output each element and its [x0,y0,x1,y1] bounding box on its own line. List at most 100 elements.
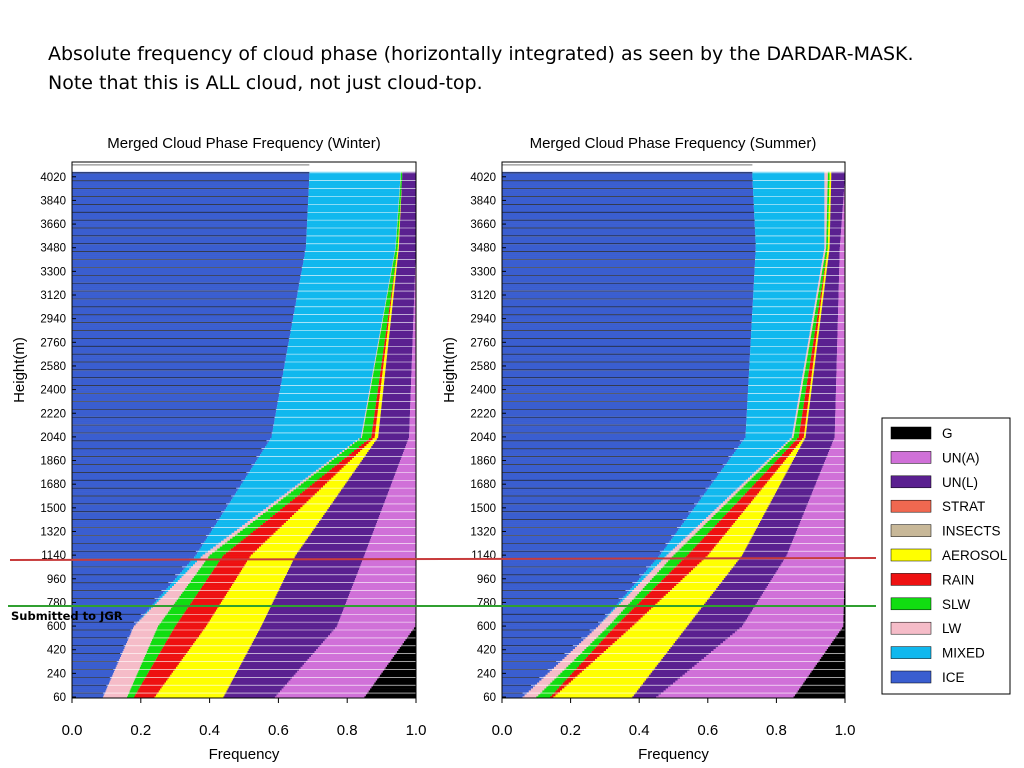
band-lw [174,583,189,586]
band-rain [158,654,185,657]
band-mixed [290,331,380,334]
band-slw [801,388,806,391]
band-aerosol [751,500,771,504]
band-aerosol [376,422,380,425]
band-una [411,366,416,370]
band-unl [816,351,838,354]
band-ice [72,221,308,224]
band-slw [826,236,829,240]
band-aerosol [250,554,296,557]
band-slw [396,240,399,244]
band-unl [818,335,838,338]
band-lw [598,625,609,628]
band-rain [810,359,814,362]
band-unl [694,615,749,618]
band-unl [699,609,753,612]
band-ice [502,564,652,567]
band-ice [72,388,281,391]
band-mixed [682,522,701,525]
band-una [336,625,416,628]
band-lw [743,481,748,484]
band-aerosol [226,593,277,596]
band-ice [502,378,749,382]
band-una [346,601,416,604]
band-aerosol [814,349,817,352]
band-ice [502,232,756,236]
band-una [412,335,416,338]
band-slw [323,465,335,468]
band-ice [502,351,751,354]
band-unl [399,240,416,244]
band-unl [399,238,416,242]
band-unl [687,625,743,628]
band-rain [390,299,392,303]
band-lw [156,601,176,604]
band-una [414,299,416,303]
band-aerosol [807,404,810,407]
band-unl [395,280,415,283]
band-mixed [684,520,703,523]
band-ice [72,433,272,437]
band-mixed [666,544,678,547]
band-una [381,508,416,512]
band-ice [502,240,756,244]
band-lw [768,457,772,460]
band-ice [72,670,115,673]
band-lw [131,631,156,634]
band-lw [581,640,593,644]
band-ice [72,260,304,263]
band-slw [735,493,745,496]
band-mixed [616,603,619,606]
band-slw [140,664,153,667]
band-ice [502,357,750,360]
y-tick-label: 2580 [470,361,496,373]
band-lw [824,217,827,220]
band-rain [586,656,598,659]
band-aerosol [388,325,391,328]
band-slw [398,205,401,208]
band-lw [164,593,181,596]
band-ice [502,349,751,352]
y-tick-label: 3120 [470,290,496,302]
band-ice [72,528,213,531]
band-mixed [752,185,825,188]
band-slw [138,670,149,673]
band-mixed [304,254,394,257]
band-mixed [147,609,150,612]
y-tick-label: 600 [477,621,496,633]
band-unl [231,680,289,683]
band-lw [375,355,377,358]
chart-panel-winter: Merged Cloud Phase Frequency (Winter)602… [11,135,426,763]
band-mixed [753,201,825,204]
band-rain [696,544,716,547]
band-ice [502,648,573,652]
band-una [837,315,845,318]
band-mixed [671,538,684,541]
band-aerosol [298,508,328,512]
band-ice [502,406,748,409]
band-unl [383,382,412,385]
band-lw [378,341,379,344]
band-aerosol [828,238,830,242]
band-una [372,532,416,535]
band-ice [502,638,584,642]
band-slw [219,546,234,549]
band-aerosol [160,688,228,691]
band-lw [824,189,828,192]
band-ice [72,280,300,283]
band-una [793,536,845,539]
band-slw [826,217,829,220]
band-lw [579,642,591,646]
band-lw [824,205,828,208]
band-lw [672,548,680,551]
band-aerosol [829,189,831,192]
band-una [756,601,844,604]
band-una [656,696,794,699]
band-slw [395,244,398,248]
band-ice [72,347,288,350]
band-lw [379,333,381,336]
band-unl [380,414,410,417]
band-ice [502,189,754,192]
band-unl [808,414,836,417]
band-aerosol [375,428,380,431]
